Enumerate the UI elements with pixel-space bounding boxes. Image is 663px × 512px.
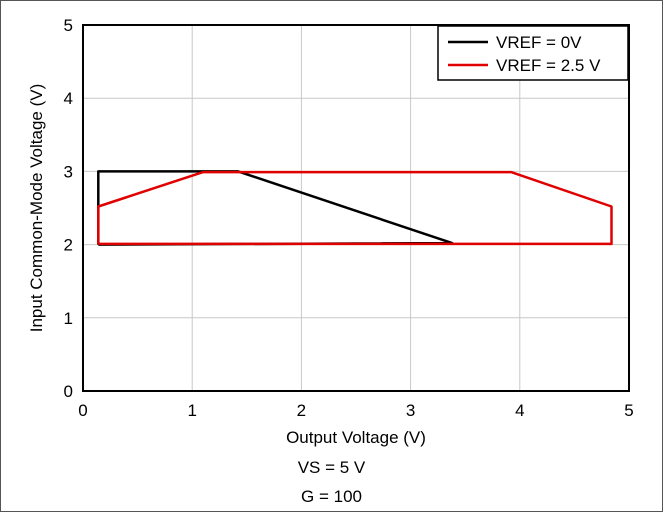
legend: VREF = 0V VREF = 2.5 V — [437, 25, 629, 81]
legend-label-1: VREF = 2.5 V — [496, 56, 601, 75]
series-line-1 — [97, 170, 613, 246]
y-tick-label-3: 3 — [64, 162, 73, 181]
y-tick-label-1: 1 — [64, 309, 73, 328]
plot-area — [82, 24, 630, 392]
y-tick-label-4: 4 — [64, 89, 73, 108]
y-tick-label-2: 2 — [64, 236, 73, 255]
x-tick-label-0: 0 — [78, 401, 87, 420]
x-tick-label-4: 4 — [515, 401, 524, 420]
y-tick-label-0: 0 — [64, 382, 73, 401]
tick-labels: 0 1 2 3 4 5 0 1 2 3 4 5 — [64, 16, 634, 420]
supply-voltage-caption: VS = 5 V — [297, 458, 366, 477]
series-line-0 — [97, 170, 454, 246]
y-axis-title: Input Common-Mode Voltage (V) — [27, 84, 46, 333]
x-tick-label-2: 2 — [297, 401, 306, 420]
x-axis-title: Output Voltage (V) — [286, 428, 426, 447]
x-tick-label-5: 5 — [624, 401, 633, 420]
gain-caption: G = 100 — [301, 487, 362, 506]
y-tick-label-5: 5 — [64, 16, 73, 35]
series-group — [97, 170, 613, 246]
legend-label-0: VREF = 0V — [496, 33, 582, 52]
chart: 0 1 2 3 4 5 0 1 2 3 4 5 Output Voltage (V) Input Co… — [27, 16, 634, 447]
legend-box — [437, 25, 629, 81]
x-tick-label-1: 1 — [187, 401, 196, 420]
x-tick-label-3: 3 — [406, 401, 415, 420]
